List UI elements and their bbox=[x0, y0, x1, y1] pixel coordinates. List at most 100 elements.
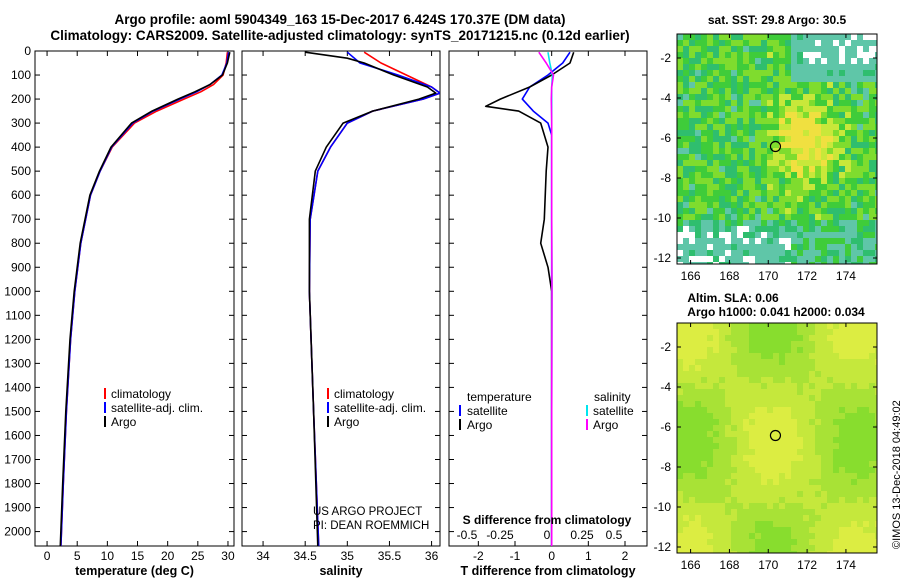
sst-cell bbox=[857, 118, 863, 124]
sla-cell bbox=[809, 491, 815, 497]
sla-cell bbox=[839, 383, 845, 389]
sst-cell bbox=[821, 142, 827, 148]
sla-cell bbox=[845, 437, 851, 443]
sla-cell bbox=[857, 533, 863, 539]
sst-cell bbox=[863, 88, 869, 94]
sst-cell bbox=[761, 262, 767, 264]
sla-cell bbox=[791, 335, 797, 341]
sst-cell bbox=[863, 256, 869, 262]
sst-cell bbox=[689, 52, 695, 58]
sla-cell bbox=[797, 407, 803, 413]
sla-cell bbox=[803, 383, 809, 389]
sla-cell bbox=[815, 539, 821, 545]
sst-cell bbox=[809, 172, 815, 178]
sst-cell bbox=[851, 226, 857, 232]
sst-cell bbox=[833, 100, 839, 106]
sla-cell bbox=[845, 449, 851, 455]
sla-cell bbox=[833, 491, 839, 497]
diff-panel: -2 -1 0 1 2T difference from climatology bbox=[448, 50, 648, 578]
sst-cell bbox=[743, 190, 749, 196]
sla-cell bbox=[797, 329, 803, 335]
sst-cell bbox=[845, 58, 851, 64]
sst-cell bbox=[701, 190, 707, 196]
sla-cell bbox=[845, 479, 851, 485]
sla-cell bbox=[719, 443, 725, 449]
sst-cell bbox=[797, 136, 803, 142]
header-title: Argo profile: aoml 5904349_163 15-Dec-20… bbox=[114, 12, 566, 27]
temp-xtick-label: 0 bbox=[44, 549, 51, 563]
sla-cell bbox=[803, 341, 809, 347]
sst-cell bbox=[749, 118, 755, 124]
sla-cell bbox=[785, 407, 791, 413]
sla-cell bbox=[827, 509, 833, 515]
sst-cell bbox=[821, 232, 827, 238]
sla-cell bbox=[683, 407, 689, 413]
sla-cell bbox=[791, 521, 797, 527]
sla-cell bbox=[683, 491, 689, 497]
sst-cell bbox=[761, 46, 767, 52]
sla-cell bbox=[701, 437, 707, 443]
sst-cell bbox=[719, 184, 725, 190]
sla-cell bbox=[713, 521, 719, 527]
sla-cell bbox=[683, 527, 689, 533]
sst-cell bbox=[695, 82, 701, 88]
sla-cell bbox=[833, 341, 839, 347]
sst-cell bbox=[755, 256, 761, 262]
sst-cell bbox=[839, 76, 845, 82]
sla-cell bbox=[875, 401, 877, 407]
sla-cell bbox=[827, 359, 833, 365]
sst-cell bbox=[851, 94, 857, 100]
sla-cell bbox=[827, 323, 833, 329]
sla-cell bbox=[755, 425, 761, 431]
sla-cell bbox=[875, 449, 877, 455]
sst-cell bbox=[749, 64, 755, 70]
sst-cell bbox=[857, 70, 863, 76]
sla-cell bbox=[785, 551, 791, 553]
sst-cell bbox=[797, 106, 803, 112]
sst-cell bbox=[839, 70, 845, 76]
sla-cell bbox=[749, 413, 755, 419]
sst-cell bbox=[701, 118, 707, 124]
sla-cell bbox=[785, 521, 791, 527]
sst-cell bbox=[773, 178, 779, 184]
sla-cell bbox=[869, 431, 875, 437]
sla-cell bbox=[731, 497, 737, 503]
sst-cell bbox=[833, 34, 839, 40]
sst-cell bbox=[743, 136, 749, 142]
sla-cell bbox=[743, 485, 749, 491]
sla-cell bbox=[791, 509, 797, 515]
sst-cell bbox=[821, 88, 827, 94]
sla-cell bbox=[749, 479, 755, 485]
sst-cell bbox=[719, 214, 725, 220]
sla-cell bbox=[719, 365, 725, 371]
sla-cell bbox=[875, 383, 877, 389]
diff-xtick2-label: -0.25 bbox=[486, 528, 514, 542]
sst-cell bbox=[683, 88, 689, 94]
sla-map: 166 168 170 172 174-2-4-6-8-10-12 bbox=[654, 322, 878, 572]
sla-cell bbox=[821, 443, 827, 449]
sla-cell bbox=[791, 419, 797, 425]
sla-cell bbox=[779, 407, 785, 413]
sla-cell bbox=[767, 527, 773, 533]
sla-cell bbox=[851, 431, 857, 437]
sst-cell bbox=[869, 256, 875, 262]
sst-cell bbox=[863, 82, 869, 88]
sla-cell bbox=[857, 365, 863, 371]
sst-cell bbox=[713, 88, 719, 94]
sla-cell bbox=[773, 479, 779, 485]
sla-cell bbox=[755, 389, 761, 395]
sla-cell bbox=[725, 431, 731, 437]
sst-cell bbox=[683, 214, 689, 220]
sla-cell bbox=[815, 443, 821, 449]
sst-cell bbox=[821, 172, 827, 178]
sst-cell bbox=[695, 100, 701, 106]
sla-cell bbox=[689, 437, 695, 443]
sla-cell bbox=[809, 539, 815, 545]
sst-cell bbox=[851, 244, 857, 250]
sla-cell bbox=[857, 515, 863, 521]
sla-cell bbox=[743, 329, 749, 335]
sla-cell bbox=[731, 509, 737, 515]
sst-cell bbox=[683, 70, 689, 76]
sst-cell bbox=[875, 58, 877, 64]
sst-cell bbox=[845, 244, 851, 250]
